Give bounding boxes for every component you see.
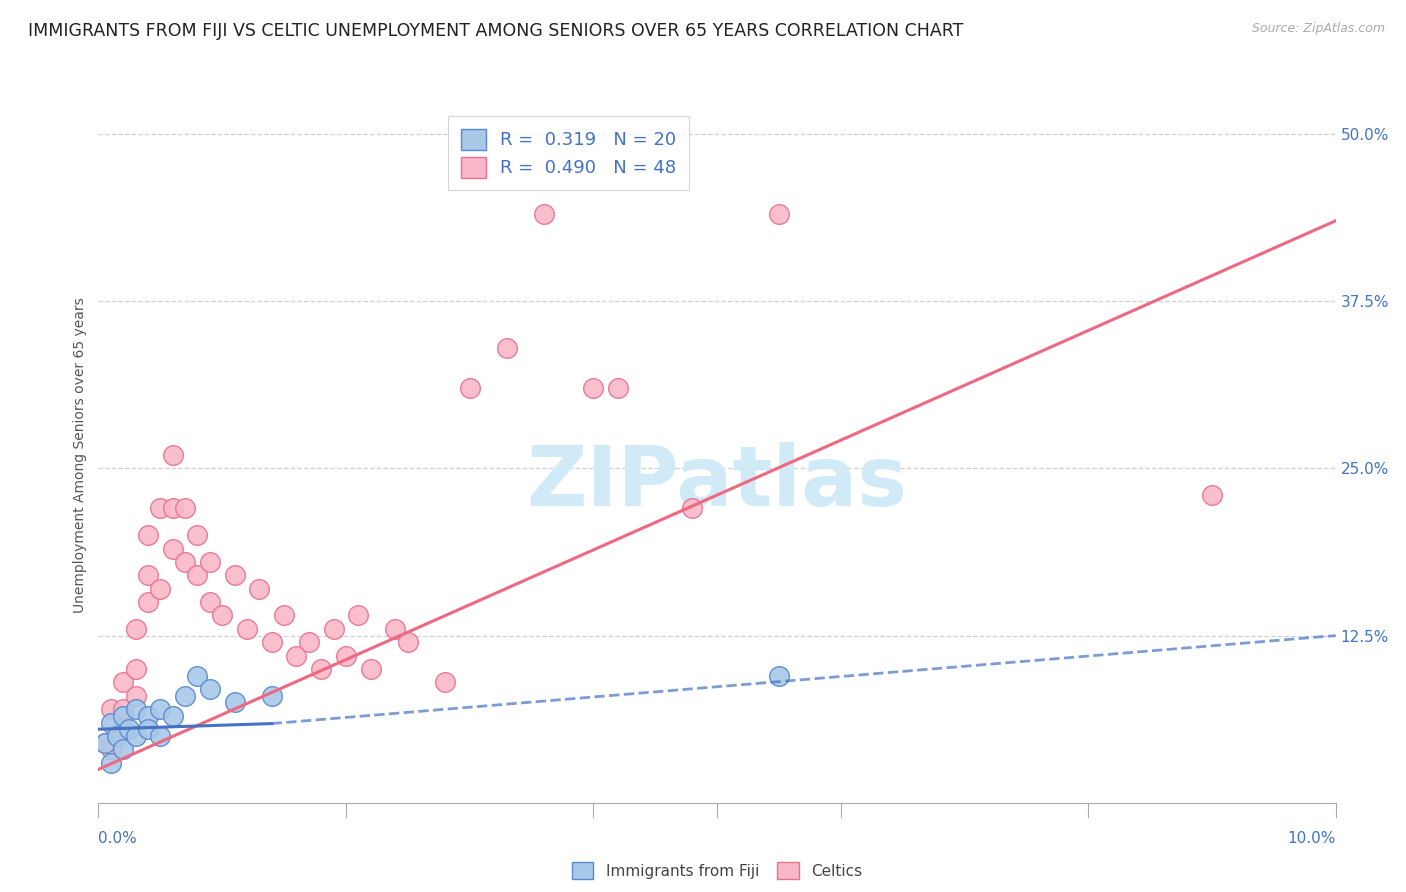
Point [105,729,128,743]
Point [433,675,456,690]
Point [124,729,146,743]
Point [247,582,270,596]
Text: IMMIGRANTS FROM FIJI VS CELTIC UNEMPLOYMENT AMONG SENIORS OVER 65 YEARS CORRELAT: IMMIGRANTS FROM FIJI VS CELTIC UNEMPLOYM… [28,22,963,40]
Point [198,595,221,609]
Point [149,501,172,516]
Point [124,689,146,703]
Point [112,702,135,716]
Text: Source: ZipAtlas.com: Source: ZipAtlas.com [1251,22,1385,36]
Text: ZIPatlas: ZIPatlas [527,442,907,524]
Point [260,689,283,703]
Point [136,528,159,542]
Point [174,689,197,703]
Point [260,635,283,649]
Point [273,608,295,623]
Point [309,662,332,676]
Point [186,528,208,542]
Point [285,648,308,663]
Point [162,501,184,516]
Point [93,735,115,749]
Point [396,635,419,649]
Point [1201,488,1223,502]
Point [236,622,259,636]
Point [118,723,141,737]
Point [162,708,184,723]
Point [768,207,790,221]
Point [174,555,197,569]
Point [124,702,146,716]
Point [162,448,184,462]
Point [105,729,128,743]
Point [495,341,517,355]
Point [322,622,344,636]
Point [533,207,555,221]
Point [347,608,370,623]
Point [93,735,115,749]
Point [136,708,159,723]
Point [458,381,481,395]
Point [582,381,605,395]
Point [224,568,246,582]
Point [162,541,184,556]
Point [186,568,208,582]
Point [149,582,172,596]
Point [149,729,172,743]
Point [224,696,246,710]
Point [112,708,135,723]
Point [100,742,122,756]
Text: 0.0%: 0.0% [98,830,138,846]
Point [100,756,122,770]
Point [198,555,221,569]
Point [211,608,233,623]
Point [298,635,321,649]
Point [136,595,159,609]
Point [768,669,790,683]
Legend: Immigrants from Fiji, Celtics: Immigrants from Fiji, Celtics [567,855,868,886]
Point [112,723,135,737]
Point [360,662,382,676]
Point [136,723,159,737]
Y-axis label: Unemployment Among Seniors over 65 years: Unemployment Among Seniors over 65 years [73,297,87,613]
Point [186,669,208,683]
Point [100,715,122,730]
Point [112,675,135,690]
Point [124,662,146,676]
Text: 10.0%: 10.0% [1288,830,1336,846]
Point [681,501,703,516]
Point [607,381,630,395]
Point [136,568,159,582]
Point [384,622,406,636]
Point [149,702,172,716]
Point [174,501,197,516]
Point [100,702,122,716]
Point [198,681,221,696]
Point [124,622,146,636]
Point [112,742,135,756]
Point [335,648,357,663]
